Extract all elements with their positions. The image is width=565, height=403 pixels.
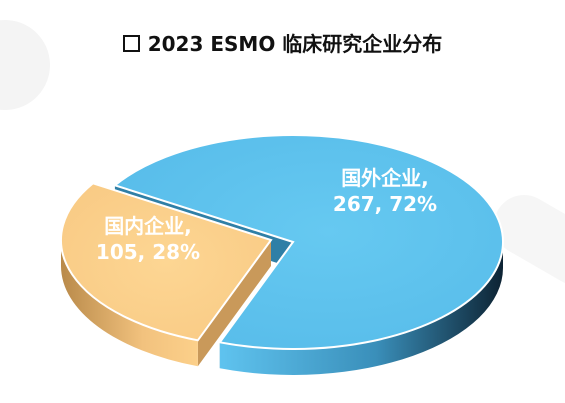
- data-label-foreign-1: 国外企业,: [341, 166, 429, 190]
- slice-side: [61, 240, 198, 367]
- data-label-domestic-2: 105, 28%: [96, 240, 200, 264]
- slice-side: [219, 242, 504, 375]
- slice-top: [112, 134, 504, 350]
- chart-title: 2023 ESMO 临床研究企业分布: [0, 28, 565, 57]
- slice-top: [60, 182, 273, 342]
- chart-title-text: 2023 ESMO 临床研究企业分布: [147, 32, 443, 56]
- data-label-foreign-2: 267, 72%: [333, 192, 437, 216]
- square-bullet-icon: [122, 35, 140, 52]
- slice-wall: [197, 240, 271, 367]
- data-label-domestic-1: 国内企业,: [104, 214, 192, 238]
- pie-slice-domestic: [60, 182, 273, 367]
